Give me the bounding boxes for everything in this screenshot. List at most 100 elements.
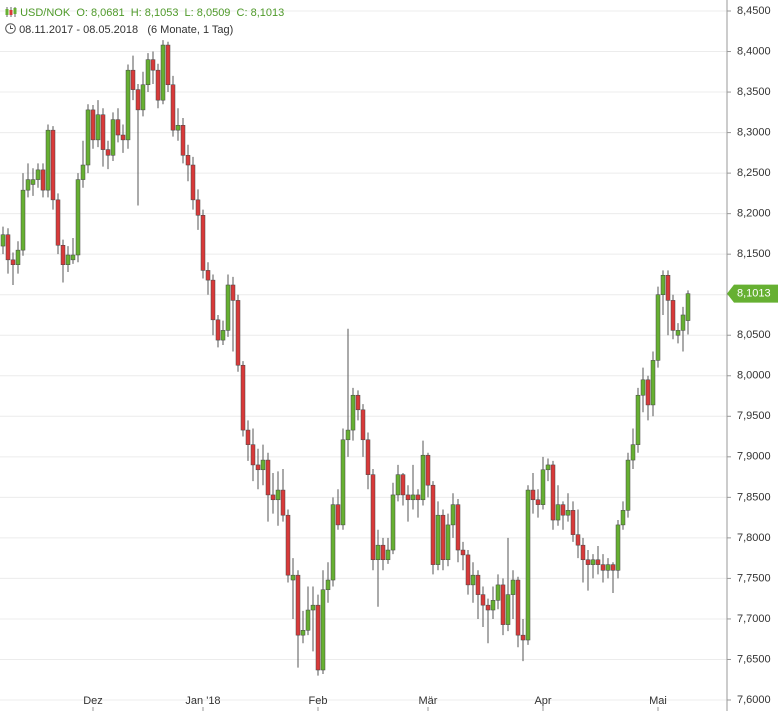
candle-body xyxy=(80,164,86,180)
candle-body xyxy=(15,249,21,265)
candle-body xyxy=(485,604,491,611)
candle-body xyxy=(145,59,151,86)
candle-body xyxy=(20,189,26,251)
candle-body xyxy=(5,234,11,261)
candle-body xyxy=(230,284,236,301)
clock-icon xyxy=(5,23,16,34)
candle-body xyxy=(625,459,631,511)
candle-body xyxy=(620,510,626,526)
candle-body xyxy=(535,499,541,505)
candle-body xyxy=(490,600,496,611)
candle-body xyxy=(550,464,556,521)
candle-body xyxy=(480,594,486,606)
y-tick-label: 8,0500 xyxy=(737,329,771,341)
last-price-box xyxy=(727,284,778,303)
candle-body xyxy=(400,474,406,496)
candle-body xyxy=(435,514,441,565)
y-tick-label: 7,9500 xyxy=(737,410,771,422)
candle-body xyxy=(255,464,261,471)
y-tick-label: 8,4500 xyxy=(737,5,771,17)
candle-body xyxy=(635,394,641,445)
candle-body xyxy=(525,489,531,641)
candle-body xyxy=(120,134,126,141)
candle-body xyxy=(50,129,56,201)
candle-body xyxy=(595,559,601,565)
candle-body xyxy=(75,179,81,256)
candle-body xyxy=(220,330,226,341)
candle-body xyxy=(165,44,171,86)
candle-body xyxy=(530,489,536,501)
candle-body xyxy=(10,259,16,265)
candle-body xyxy=(190,164,196,201)
y-tick-label: 7,8500 xyxy=(737,491,771,503)
candle-body xyxy=(25,179,31,191)
candle-body xyxy=(500,584,506,625)
candle-body xyxy=(655,294,661,361)
candle-body xyxy=(180,125,186,156)
candle-body xyxy=(90,109,96,141)
candle-body xyxy=(355,394,361,411)
candle-body xyxy=(170,84,176,131)
candle-body xyxy=(200,215,206,271)
y-tick-label: 8,2000 xyxy=(737,208,771,220)
candle-body xyxy=(115,119,121,136)
candle-body xyxy=(510,579,516,595)
candle-body xyxy=(560,504,566,516)
candle-body xyxy=(600,564,606,571)
candle-body xyxy=(235,300,241,366)
candle-body xyxy=(320,589,326,671)
candle-body xyxy=(225,284,231,331)
y-tick-label: 8,3000 xyxy=(737,126,771,138)
candle-body xyxy=(130,69,136,90)
header-line-2: 08.11.2017 - 08.05.2018 (6 Monate, 1 Tag… xyxy=(5,22,284,39)
candle-body xyxy=(30,179,36,185)
candle-body xyxy=(60,245,66,265)
candle-body xyxy=(425,454,431,486)
candle-body xyxy=(345,429,351,441)
candle-body xyxy=(430,484,436,565)
candle-body xyxy=(455,504,461,551)
candle-body xyxy=(585,559,591,565)
candle-body xyxy=(125,69,131,141)
candle-body xyxy=(415,494,421,501)
x-tick-label: Feb xyxy=(309,695,328,707)
candle-body xyxy=(285,514,291,576)
candle-body xyxy=(340,439,346,526)
candle-body xyxy=(150,59,156,71)
candle-body xyxy=(335,504,341,526)
candle-body xyxy=(410,494,416,501)
candle-body xyxy=(660,275,666,295)
candle-body xyxy=(70,254,76,261)
candle-body xyxy=(420,454,426,501)
y-tick-label: 8,1500 xyxy=(737,248,771,260)
candle-body xyxy=(280,489,286,516)
candle-body xyxy=(685,293,691,321)
candle-body xyxy=(100,114,106,150)
ohlc: O: 8,0681 H: 8,1053 L: 8,0509 C: 8,1013 xyxy=(76,7,285,19)
candle-body xyxy=(240,364,246,431)
candle-body xyxy=(110,119,116,156)
candle-icon xyxy=(5,7,17,17)
candle-body xyxy=(475,574,481,595)
candle-body xyxy=(650,360,656,406)
x-tick-label: Apr xyxy=(534,695,551,707)
y-tick-label: 7,6000 xyxy=(737,694,771,706)
y-tick-label: 7,7000 xyxy=(737,613,771,625)
header-line-1: USD/NOK O: 8,0681 H: 8,1053 L: 8,0509 C:… xyxy=(5,5,284,22)
candle-body xyxy=(210,279,216,321)
candle-body xyxy=(370,474,376,561)
candle-body xyxy=(675,330,681,336)
last-price-label: 8,1013 xyxy=(737,288,771,300)
x-tick-label: Mär xyxy=(419,695,438,707)
candle-body xyxy=(375,544,381,561)
period: (6 Monate, 1 Tag) xyxy=(147,24,234,36)
x-tick-label: Dez xyxy=(83,695,103,707)
candle-body xyxy=(615,524,621,571)
candle-body xyxy=(470,574,476,586)
candle-body xyxy=(105,149,111,156)
candle-body xyxy=(460,549,466,556)
candle-body xyxy=(580,544,586,561)
candle-body xyxy=(605,564,611,571)
